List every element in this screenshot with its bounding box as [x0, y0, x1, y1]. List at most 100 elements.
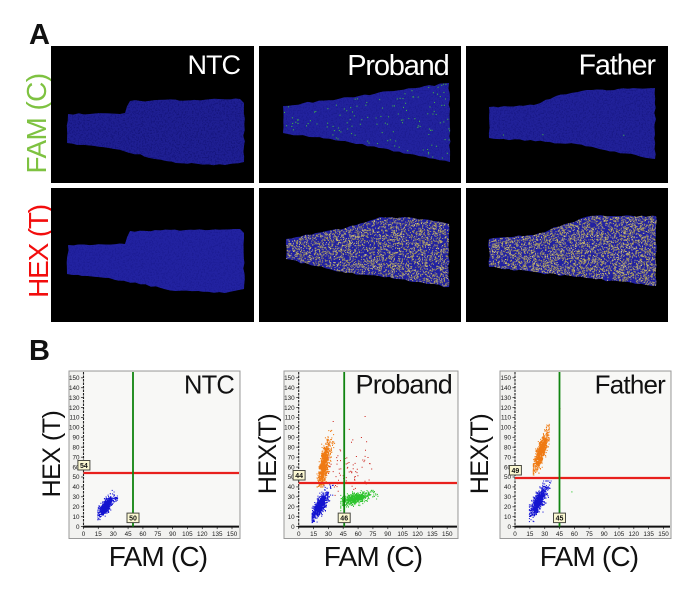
svg-text:A: A	[29, 19, 50, 51]
svg-text:90: 90	[601, 531, 609, 538]
svg-text:140: 140	[69, 385, 80, 392]
svg-text:130: 130	[69, 395, 80, 402]
svg-text:0: 0	[507, 524, 511, 531]
svg-text:HEX (T): HEX (T)	[38, 411, 66, 498]
svg-text:Proband: Proband	[356, 370, 452, 400]
svg-text:60: 60	[504, 464, 512, 471]
svg-text:90: 90	[384, 531, 392, 538]
svg-text:120: 120	[412, 531, 423, 538]
svg-text:NTC: NTC	[188, 50, 241, 80]
svg-text:140: 140	[284, 385, 295, 392]
svg-text:FAM (C): FAM (C)	[324, 541, 423, 572]
svg-text:0: 0	[513, 531, 517, 538]
svg-text:130: 130	[284, 395, 295, 402]
svg-text:45: 45	[556, 531, 564, 538]
svg-text:45: 45	[556, 515, 564, 522]
svg-text:90: 90	[288, 435, 296, 442]
svg-text:Proband: Proband	[347, 50, 448, 82]
svg-text:30: 30	[72, 494, 80, 501]
svg-text:FAM (C): FAM (C)	[21, 73, 52, 173]
svg-text:100: 100	[500, 425, 511, 432]
svg-text:60: 60	[571, 531, 579, 538]
svg-text:15: 15	[526, 531, 534, 538]
svg-text:100: 100	[284, 425, 295, 432]
svg-text:30: 30	[504, 494, 512, 501]
svg-text:0: 0	[297, 531, 301, 538]
svg-text:140: 140	[500, 385, 511, 392]
svg-text:60: 60	[139, 531, 147, 538]
svg-text:130: 130	[500, 395, 511, 402]
svg-text:70: 70	[72, 454, 80, 461]
svg-text:105: 105	[397, 531, 408, 538]
svg-text:135: 135	[427, 531, 438, 538]
svg-text:15: 15	[95, 531, 103, 538]
svg-text:0: 0	[82, 531, 86, 538]
svg-text:110: 110	[285, 415, 296, 422]
svg-text:60: 60	[355, 531, 363, 538]
svg-text:30: 30	[325, 531, 333, 538]
svg-text:40: 40	[288, 484, 296, 491]
svg-text:90: 90	[169, 531, 177, 538]
svg-text:150: 150	[69, 375, 80, 382]
svg-text:50: 50	[288, 474, 296, 481]
svg-text:75: 75	[586, 531, 594, 538]
svg-text:120: 120	[500, 405, 511, 412]
svg-text:Father: Father	[579, 50, 657, 82]
svg-text:HEX(T): HEX(T)	[466, 414, 494, 494]
svg-text:150: 150	[658, 531, 669, 538]
svg-text:HEX(T): HEX(T)	[254, 414, 282, 494]
svg-text:105: 105	[182, 531, 193, 538]
svg-text:150: 150	[442, 531, 453, 538]
svg-text:100: 100	[69, 425, 80, 432]
svg-text:110: 110	[501, 415, 512, 422]
svg-text:80: 80	[72, 444, 80, 451]
svg-text:80: 80	[504, 444, 512, 451]
svg-text:46: 46	[340, 515, 348, 522]
svg-text:44: 44	[295, 473, 303, 480]
svg-text:20: 20	[288, 504, 296, 511]
svg-text:50: 50	[129, 515, 137, 522]
svg-text:105: 105	[614, 531, 625, 538]
svg-text:110: 110	[69, 415, 80, 422]
svg-text:40: 40	[504, 484, 512, 491]
svg-text:120: 120	[284, 405, 295, 412]
svg-text:Father: Father	[595, 370, 666, 400]
svg-text:10: 10	[288, 514, 296, 521]
svg-text:20: 20	[504, 504, 512, 511]
svg-text:50: 50	[72, 474, 80, 481]
svg-text:B: B	[29, 335, 50, 367]
svg-text:120: 120	[197, 531, 208, 538]
svg-text:20: 20	[72, 504, 80, 511]
svg-text:150: 150	[284, 375, 295, 382]
svg-text:FAM (C): FAM (C)	[540, 541, 639, 572]
svg-text:HEX (T): HEX (T)	[23, 205, 54, 298]
svg-text:80: 80	[288, 444, 296, 451]
svg-text:10: 10	[504, 514, 512, 521]
svg-text:150: 150	[227, 531, 238, 538]
svg-text:30: 30	[288, 494, 296, 501]
svg-text:75: 75	[369, 531, 377, 538]
svg-text:49: 49	[512, 468, 520, 475]
svg-text:0: 0	[76, 524, 80, 531]
svg-text:54: 54	[80, 463, 88, 470]
svg-text:45: 45	[340, 531, 348, 538]
svg-text:60: 60	[72, 464, 80, 471]
svg-text:15: 15	[310, 531, 318, 538]
svg-text:120: 120	[629, 531, 640, 538]
svg-text:30: 30	[541, 531, 549, 538]
svg-text:90: 90	[72, 435, 80, 442]
svg-text:60: 60	[288, 464, 296, 471]
svg-text:FAM (C): FAM (C)	[109, 541, 208, 572]
svg-text:75: 75	[154, 531, 162, 538]
svg-text:50: 50	[504, 474, 512, 481]
svg-text:NTC: NTC	[184, 372, 234, 400]
svg-text:135: 135	[643, 531, 654, 538]
svg-text:90: 90	[504, 435, 512, 442]
svg-text:30: 30	[110, 531, 118, 538]
svg-text:40: 40	[72, 484, 80, 491]
svg-text:70: 70	[288, 454, 296, 461]
svg-text:45: 45	[125, 531, 133, 538]
svg-text:120: 120	[69, 405, 80, 412]
svg-text:10: 10	[72, 514, 80, 521]
svg-text:150: 150	[500, 375, 511, 382]
